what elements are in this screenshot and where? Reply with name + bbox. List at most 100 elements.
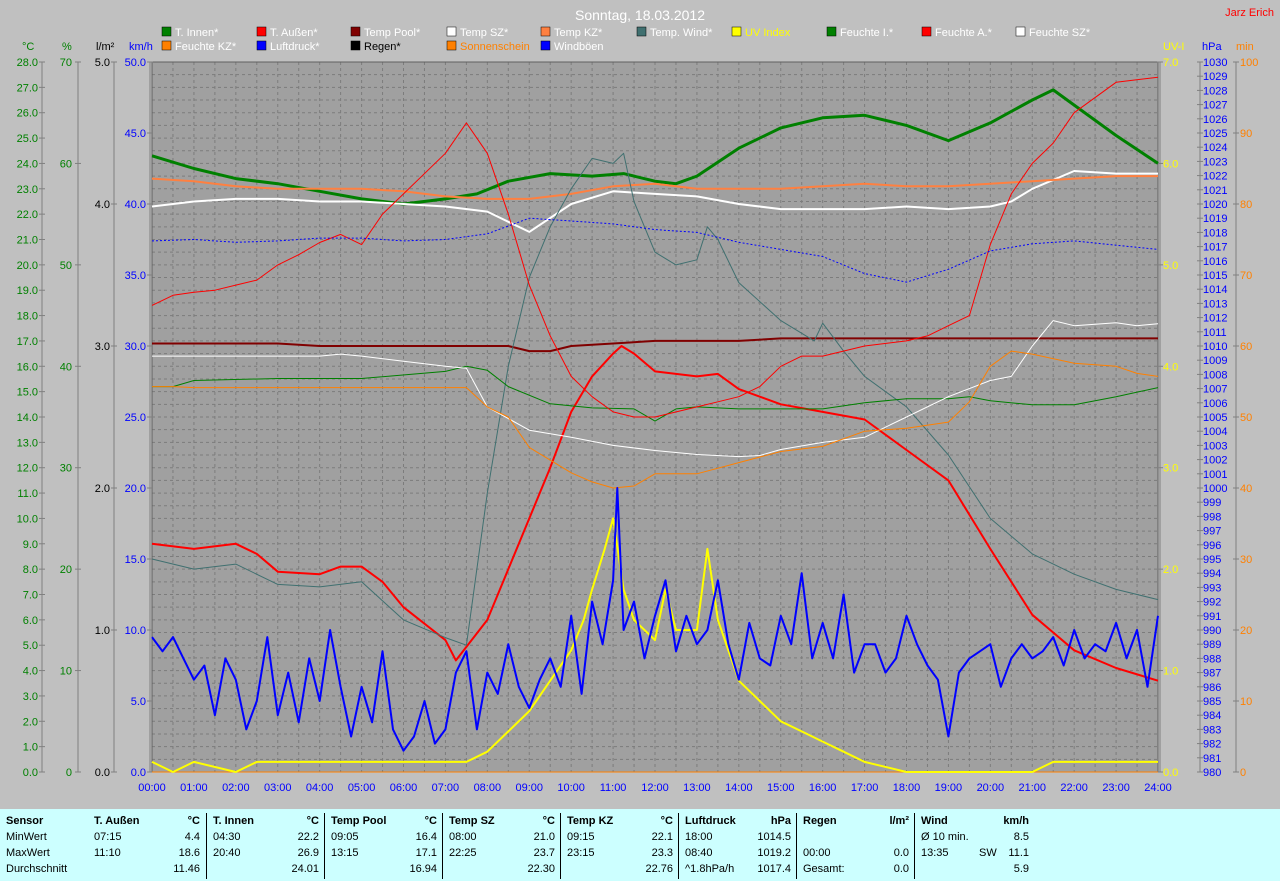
stats-cell: 24.01 — [213, 861, 319, 877]
stats-label-sensor: Sensor — [6, 815, 44, 827]
wind-tick-label: 35.0 — [125, 270, 146, 282]
time-tick-label: 17:00 — [851, 782, 879, 794]
time-tick-label: 10:00 — [557, 782, 585, 794]
time-tick-label: 16:00 — [809, 782, 837, 794]
wind-tick-label: 25.0 — [125, 412, 146, 424]
stats-cell: 11.46 — [94, 861, 200, 877]
pressure-tick-label: 991 — [1203, 611, 1221, 623]
time-tick-label: 13:00 — [683, 782, 711, 794]
temp-tick-label: 27.0 — [17, 82, 38, 94]
series-line-7 — [151, 76, 1159, 418]
pressure-axis-unit: hPa — [1202, 41, 1222, 53]
weather-chart: °C 28.0 27.0 26.0 25.0 24.0 23.0 22.0 21.0 20.0 19… — [17, 7, 1274, 794]
temp-tick-label: 20.0 — [17, 260, 38, 272]
humidity-tick-label: 30 — [60, 463, 72, 475]
pressure-tick-label: 1014 — [1203, 284, 1227, 296]
series-line-2 — [152, 337, 1158, 353]
pressure-tick-label: 1011 — [1203, 327, 1227, 339]
stats-cell-right: 0.0 — [893, 847, 909, 859]
wind-axis-unit: km/h — [129, 41, 153, 53]
legend-item: Temp KZ* — [554, 27, 603, 39]
temp-tick-label: 7.0 — [23, 590, 38, 602]
stats-cell: 13:35 SW 11.1 — [921, 845, 1029, 861]
pressure-tick-label: 981 — [1203, 753, 1221, 765]
pressure-tick-label: 1000 — [1203, 483, 1227, 495]
stats-cell-left: Ø 10 min. — [921, 831, 969, 843]
time-tick-label: 12:00 — [641, 782, 669, 794]
stats-cell: 11:10 18.6 — [94, 845, 200, 861]
stats-cell: Wind km/h — [921, 813, 1029, 829]
stats-cell: Gesamt: 0.0 — [803, 861, 909, 877]
stats-cell-right: 26.9 — [297, 847, 319, 859]
stats-cell-right: °C — [187, 815, 200, 827]
temp-tick-label: 4.0 — [23, 666, 38, 678]
stats-cell: 5.9 — [921, 861, 1029, 877]
series-line-0 — [151, 88, 1159, 206]
pressure-tick-label: 984 — [1203, 710, 1221, 722]
stats-cell-left: 08:40 — [685, 847, 713, 859]
wind-tick-label: 0.0 — [131, 767, 146, 779]
wind-tick-label: 30.0 — [125, 341, 146, 353]
stats-cell: 13:15 17.1 — [331, 845, 437, 861]
stats-column: Temp SZ °C 08:00 21.0 22:25 23.7 22.30 — [442, 813, 561, 879]
stats-cell: ^1.8hPa/h 1017.4 — [685, 861, 791, 877]
stats-cell-mid: SW — [979, 847, 997, 859]
temp-tick-label: 11.0 — [17, 488, 38, 500]
stats-cell-right: 22.2 — [297, 831, 319, 843]
stats-cell-left: 23:15 — [567, 847, 595, 859]
stats-cell: 09:05 16.4 — [331, 829, 437, 845]
stats-cell-left: 22:25 — [449, 847, 477, 859]
stats-label-max: MaxWert — [6, 847, 50, 859]
legend-swatch — [161, 40, 172, 51]
wind-tick-label: 10.0 — [125, 625, 146, 637]
legend-swatch — [540, 40, 551, 51]
stats-cell: 18:00 1014.5 — [685, 829, 791, 845]
temp-tick-label: 15.0 — [17, 387, 38, 399]
stats-cell-left: Gesamt: — [803, 863, 845, 875]
temp-tick-label: 21.0 — [17, 235, 38, 247]
pressure-tick-label: 1024 — [1203, 142, 1227, 154]
stats-cell-left: 20:40 — [213, 847, 241, 859]
stats-cell-right: 1014.5 — [757, 831, 791, 843]
stats-cell-right: km/h — [1003, 815, 1029, 827]
series-line-4 — [151, 175, 1158, 200]
legend-swatch — [446, 40, 457, 51]
rain-tick-label: 0.0 — [95, 767, 110, 779]
stats-cell-right: °C — [424, 815, 437, 827]
temp-tick-label: 19.0 — [17, 285, 38, 297]
stats-cell-right: 0.0 — [893, 863, 909, 875]
legend-item: Temp Pool* — [364, 27, 421, 39]
uv-tick-label: 4.0 — [1163, 361, 1178, 373]
time-tick-label: 23:00 — [1102, 782, 1130, 794]
uv-axis-unit: UV-I — [1163, 41, 1184, 53]
stats-cell-right: 22.76 — [645, 863, 673, 875]
stats-cell: T. Außen °C — [94, 813, 200, 829]
pressure-tick-label: 1009 — [1203, 355, 1227, 367]
temp-tick-label: 10.0 — [17, 513, 38, 525]
pressure-tick-label: 994 — [1203, 568, 1221, 580]
uv-tick-label: 6.0 — [1163, 158, 1178, 170]
stats-column: Luftdruck hPa 18:00 1014.5 08:40 1019.2 ^1.8hP… — [678, 813, 797, 879]
temp-tick-label: 2.0 — [23, 716, 38, 728]
stats-cell-right: 23.7 — [533, 847, 555, 859]
series-line-6 — [152, 365, 1159, 422]
pressure-tick-label: 1022 — [1203, 171, 1227, 183]
pressure-tick-label: 1030 — [1203, 57, 1227, 69]
wind-tick-label: 40.0 — [125, 199, 146, 211]
sun-tick-label: 30 — [1240, 554, 1252, 566]
uv-tick-label: 5.0 — [1163, 260, 1178, 272]
legend-item: Windböen — [554, 41, 604, 53]
stats-cell-right: 11.1 — [1008, 847, 1029, 859]
pressure-tick-label: 1025 — [1203, 128, 1227, 140]
stats-cell: 09:15 22.1 — [567, 829, 673, 845]
stats-column: T. Außen °C 07:15 4.4 11:10 18.6 11.46 — [88, 813, 206, 879]
pressure-tick-label: 987 — [1203, 668, 1221, 680]
sun-tick-label: 60 — [1240, 341, 1252, 353]
humidity-tick-label: 60 — [60, 158, 72, 170]
stats-column: T. Innen °C 04:30 22.2 20:40 26.9 24.01 — [206, 813, 325, 879]
stats-cell-left: 13:15 — [331, 847, 359, 859]
legend-item: Regen* — [364, 41, 401, 53]
uv-tick-label: 3.0 — [1163, 463, 1178, 475]
pressure-tick-label: 1003 — [1203, 440, 1227, 452]
sun-tick-label: 10 — [1240, 696, 1252, 708]
